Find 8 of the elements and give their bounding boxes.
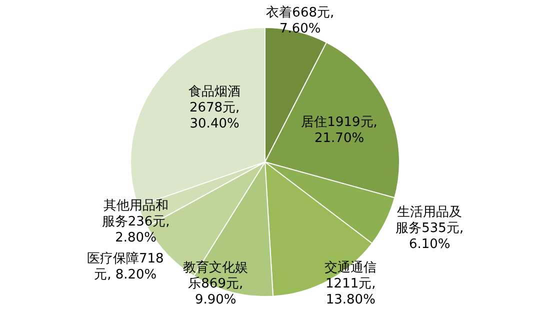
slice-label: 居住1919元, 21.70%	[301, 114, 378, 146]
slice-label: 其他用品和服务236元, 2.80%	[102, 198, 170, 246]
data-label: 1211元, 13.80%	[326, 276, 376, 308]
slice-label: 医疗保障718元, 8.20%	[86, 252, 164, 283]
data-label: 2678元, 30.40%	[189, 100, 240, 132]
slice-label: 生活用品及服务535元, 6.10%	[396, 204, 464, 252]
slice-label: 食品烟酒	[188, 84, 241, 100]
slice-label: 衣着668元, 7.60%	[266, 4, 334, 36]
